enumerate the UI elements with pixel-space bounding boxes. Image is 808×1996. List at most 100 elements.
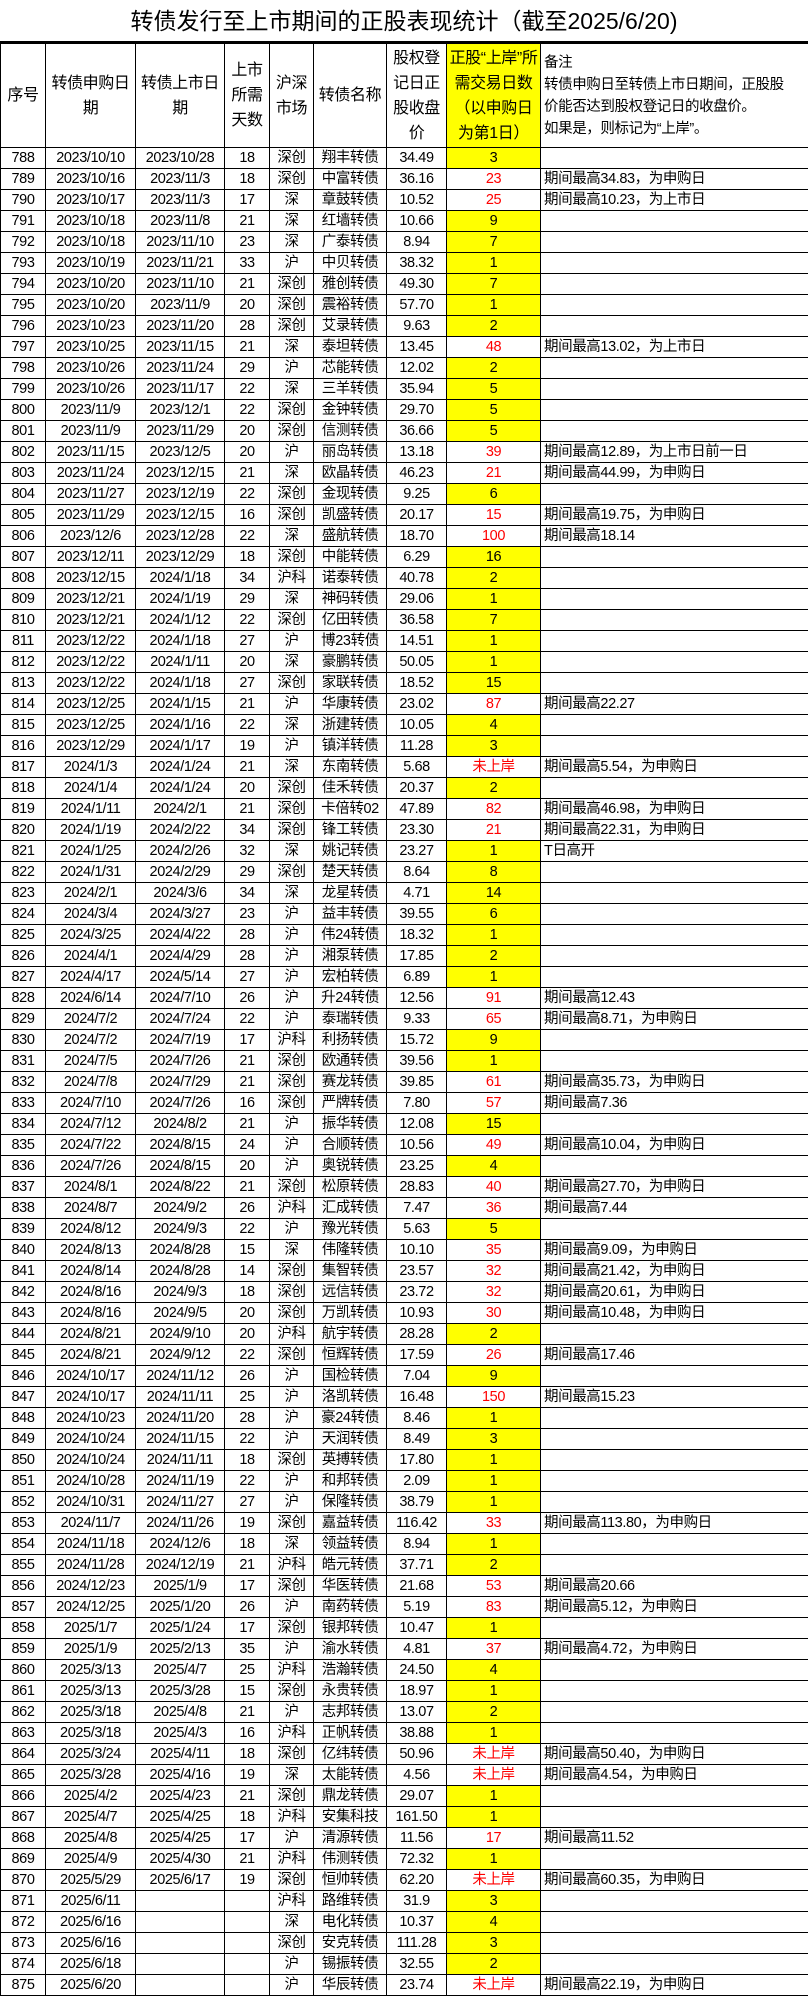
- cell-days-to-reach: 2: [446, 315, 541, 337]
- cell-subscribe-date: 2023/10/18: [45, 231, 136, 253]
- cell-days-to-list: 22: [224, 714, 270, 736]
- cell-note: 期间最高60.35，为申购日: [540, 1869, 808, 1891]
- cell-listing-date: 2025/4/23: [135, 1785, 225, 1807]
- cell-note: 期间最高21.42，为申购日: [540, 1260, 808, 1282]
- cell-record-close: 39.85: [386, 1071, 447, 1093]
- cell-record-close: 4.71: [386, 882, 447, 904]
- table-row: 845 2024/8/21 2024/9/12 22 深创 恒辉转债 17.59 26 期间最高…: [0, 1344, 808, 1366]
- cell-seq: 816: [0, 735, 46, 757]
- cell-subscribe-date: 2023/12/25: [45, 714, 136, 736]
- cell-days-to-reach: 61: [446, 1071, 541, 1093]
- cell-subscribe-date: 2023/10/17: [45, 189, 136, 211]
- cell-seq: 840: [0, 1239, 46, 1261]
- cell-seq: 819: [0, 798, 46, 820]
- cell-listing-date: 2024/1/19: [135, 588, 225, 610]
- cell-days-to-reach: 1: [446, 1050, 541, 1072]
- cell-days-to-list: 22: [224, 609, 270, 631]
- cell-note: 期间最高8.71，为申购日: [540, 1008, 808, 1030]
- cell-days-to-reach: 15: [446, 504, 541, 526]
- cell-market: 深: [269, 210, 314, 232]
- cell-days-to-list: 29: [224, 861, 270, 883]
- cell-bond-name: 锡振转债: [313, 1953, 387, 1975]
- cell-seq: 824: [0, 903, 46, 925]
- table-row: 836 2024/7/26 2024/8/15 20 沪奥锐转债 23.25 4: [0, 1155, 808, 1177]
- cell-days-to-reach: 40: [446, 1176, 541, 1198]
- cell-note: [540, 546, 808, 568]
- cell-subscribe-date: 2024/8/12: [45, 1218, 136, 1240]
- cell-record-close: 35.94: [386, 378, 447, 400]
- cell-listing-date: 2024/7/19: [135, 1029, 225, 1051]
- cell-days-to-list: 26: [224, 1596, 270, 1618]
- cell-days-to-reach: 7: [446, 231, 541, 253]
- table-row: 816 2023/12/29 2024/1/17 19 沪镇洋转债 11.28 3: [0, 735, 808, 757]
- cell-days-to-list: 19: [224, 1869, 270, 1891]
- cell-days-to-reach: 未上岸: [446, 1764, 541, 1786]
- cell-listing-date: 2023/11/20: [135, 315, 225, 337]
- cell-note: [540, 1029, 808, 1051]
- table-row: 838 2024/8/7 2024/9/2 26 沪科 汇成转债 7.47 36 期间最高7.4…: [0, 1197, 808, 1219]
- cell-days-to-list: 22: [224, 1008, 270, 1030]
- cell-days-to-list: 27: [224, 966, 270, 988]
- cell-record-close: 7.04: [386, 1365, 447, 1387]
- cell-note: [540, 1848, 808, 1870]
- cell-record-close: 50.05: [386, 651, 447, 673]
- cell-days-to-reach: 6: [446, 903, 541, 925]
- cell-listing-date: 2023/11/3: [135, 189, 225, 211]
- table-row: 813 2023/12/22 2024/1/18 27 深创 家联转债 18.52 15: [0, 672, 808, 694]
- cell-days-to-reach: 1: [446, 1680, 541, 1702]
- cell-market: 深: [269, 231, 314, 253]
- cell-seq: 843: [0, 1302, 46, 1324]
- cell-subscribe-date: 2023/11/9: [45, 399, 136, 421]
- table-row: 814 2023/12/25 2024/1/15 21 沪华康转债 23.02 87 期间最高…: [0, 693, 808, 715]
- cell-note: [540, 1785, 808, 1807]
- cell-days-to-reach: 2: [446, 1701, 541, 1723]
- cell-listing-date: 2024/2/29: [135, 861, 225, 883]
- cell-days-to-reach: 150: [446, 1386, 541, 1408]
- table-row: 860 2025/3/13 2025/4/7 25 沪科 浩瀚转债 24.50 4: [0, 1659, 808, 1681]
- cell-listing-date: 2024/9/3: [135, 1218, 225, 1240]
- cell-days-to-reach: 1: [446, 1407, 541, 1429]
- cell-days-to-list: 28: [224, 1407, 270, 1429]
- cell-days-to-list: 22: [224, 1428, 270, 1450]
- cell-subscribe-date: 2023/11/15: [45, 441, 136, 463]
- cell-subscribe-date: 2024/10/24: [45, 1449, 136, 1471]
- cell-note: 期间最高22.31，为申购日: [540, 819, 808, 841]
- cell-subscribe-date: 2023/10/23: [45, 315, 136, 337]
- cell-record-close: 36.16: [386, 168, 447, 190]
- cell-days-to-reach: 7: [446, 273, 541, 295]
- cell-days-to-reach: 3: [446, 1428, 541, 1450]
- cell-days-to-reach: 1: [446, 1470, 541, 1492]
- cell-days-to-list: 22: [224, 399, 270, 421]
- cell-days-to-reach: 48: [446, 336, 541, 358]
- cell-market: 深创: [269, 1617, 314, 1639]
- cell-note: [540, 966, 808, 988]
- cell-market: 沪: [269, 987, 314, 1009]
- cell-record-close: 10.52: [386, 189, 447, 211]
- cell-market: 沪: [269, 252, 314, 274]
- stats-table: 序号 转债申购日 期 转债上市日 期 上市 所需 天数 沪深 市场 转债名称 股…: [0, 43, 808, 1996]
- header-days-to-reach: 正股“上岸”所 需交易日数 （以申购日 为第1日）: [446, 43, 541, 148]
- cell-record-close: 13.07: [386, 1701, 447, 1723]
- cell-bond-name: 泰瑞转债: [313, 1008, 387, 1030]
- cell-record-close: 10.93: [386, 1302, 447, 1324]
- table-row: 858 2025/1/7 2025/1/24 17 深创 银邦转债 10.47 1: [0, 1617, 808, 1639]
- cell-note: [540, 231, 808, 253]
- cell-days-to-list: 18: [224, 1281, 270, 1303]
- cell-days-to-reach: 82: [446, 798, 541, 820]
- cell-bond-name: 升24转债: [313, 987, 387, 1009]
- cell-days-to-list: 17: [224, 1617, 270, 1639]
- cell-listing-date: 2023/11/10: [135, 273, 225, 295]
- cell-listing-date: 2024/11/27: [135, 1491, 225, 1513]
- cell-bond-name: 佳禾转债: [313, 777, 387, 799]
- cell-subscribe-date: 2025/1/9: [45, 1638, 136, 1660]
- cell-days-to-list: 26: [224, 987, 270, 1009]
- cell-subscribe-date: 2023/12/21: [45, 609, 136, 631]
- cell-market: 深创: [269, 504, 314, 526]
- cell-listing-date: 2025/4/16: [135, 1764, 225, 1786]
- header-record-close: 股权登 记日正 股收盘 价: [386, 43, 447, 148]
- cell-market: 深: [269, 714, 314, 736]
- cell-note: [540, 588, 808, 610]
- cell-record-close: 46.23: [386, 462, 447, 484]
- header-subscribe-date: 转债申购日 期: [45, 43, 136, 148]
- cell-record-close: 38.88: [386, 1722, 447, 1744]
